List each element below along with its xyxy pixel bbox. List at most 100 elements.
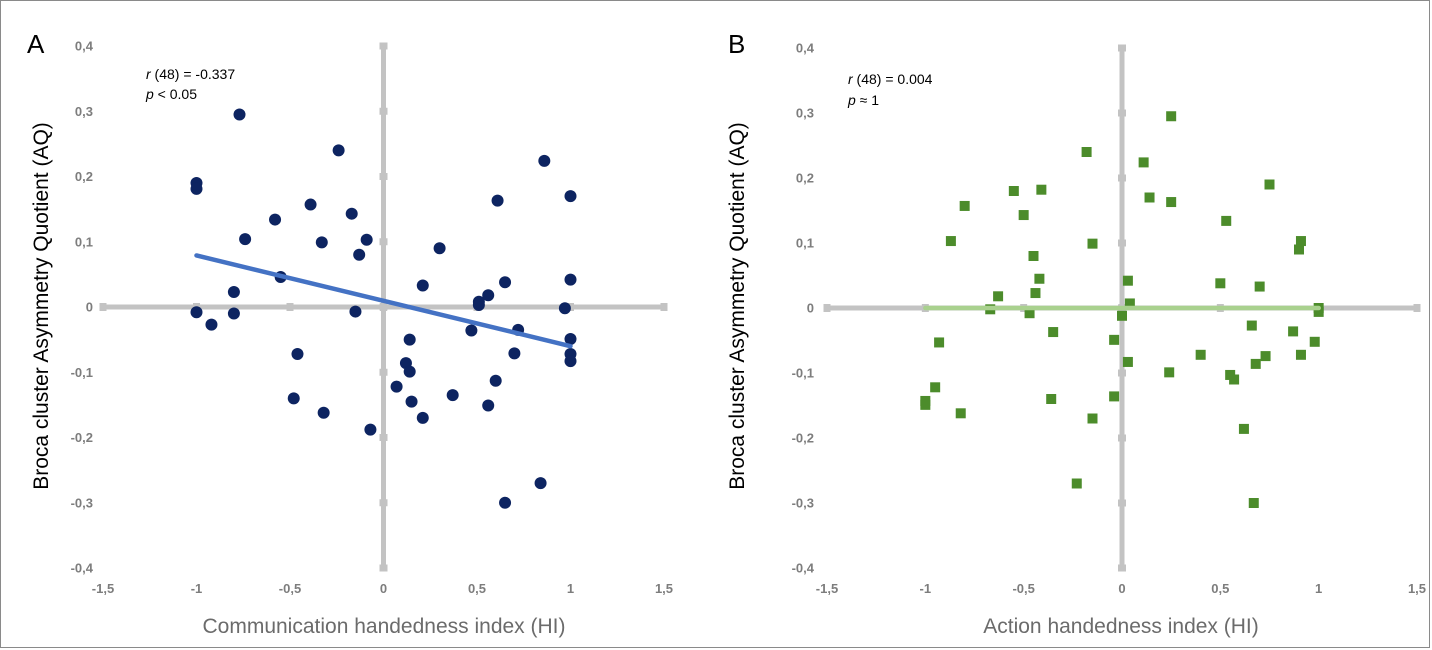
data-point	[1294, 244, 1304, 255]
x-tick-label: -1	[920, 581, 932, 596]
data-point	[508, 347, 521, 360]
data-point	[1309, 336, 1320, 347]
y-tick-mark	[379, 434, 388, 441]
x-tick-label: 1,5	[1408, 581, 1426, 596]
data-point	[564, 355, 577, 368]
data-point	[1254, 281, 1265, 292]
data-point	[1109, 334, 1120, 345]
data-point	[993, 291, 1004, 302]
x-axis-label-b: Action handedness index (HI)	[983, 615, 1259, 638]
x-tick-label: -0,5	[279, 581, 301, 596]
y-axis-label-b: Broca cluster Asymmetry Quotient (AQ)	[726, 122, 749, 490]
data-point	[1122, 275, 1133, 286]
data-point	[332, 144, 345, 157]
data-point	[920, 399, 931, 410]
y-tick-mark	[379, 107, 388, 115]
x-tick-mark	[1413, 304, 1421, 312]
stat-p-value-a: < 0.05	[154, 86, 197, 102]
stat-p-value-b: ≈ 1	[856, 92, 879, 108]
y-tick-label: -0,3	[792, 496, 814, 511]
stat-r-value-b: (48) = 0.004	[853, 71, 933, 87]
y-tick-label: -0,2	[71, 430, 93, 445]
data-point	[1124, 298, 1135, 309]
y-tick-label: 0,4	[75, 39, 94, 54]
y-tick-label: 0	[807, 301, 814, 316]
data-point	[1071, 478, 1082, 489]
stat-r-value-a: (48) = -0.337	[151, 66, 236, 82]
data-point	[1117, 310, 1127, 321]
data-point	[472, 299, 485, 312]
data-point	[416, 411, 429, 424]
data-point	[1034, 273, 1045, 284]
data-point	[360, 233, 373, 246]
data-point	[1087, 238, 1098, 249]
y-tick-mark	[1118, 564, 1126, 572]
data-point	[205, 318, 218, 331]
data-point	[239, 233, 252, 246]
stat-r-b: r (48) = 0.004	[848, 71, 933, 87]
data-point	[1264, 179, 1275, 190]
data-point	[315, 236, 328, 249]
data-point	[403, 333, 416, 346]
data-point	[227, 307, 240, 320]
panel-letter-b: B	[728, 29, 745, 59]
y-tick-mark	[1118, 499, 1126, 507]
x-tick-label: -1,5	[92, 581, 114, 596]
data-point	[1248, 498, 1259, 508]
data-point	[1030, 288, 1041, 299]
y-tick-label: 0,2	[796, 171, 814, 186]
trend-line	[194, 253, 573, 349]
stat-p-symbol-b: p	[847, 92, 856, 108]
data-point	[1081, 147, 1092, 157]
x-tick-label: 1	[567, 581, 574, 596]
data-point	[1221, 215, 1232, 226]
data-point	[1164, 367, 1175, 378]
data-point	[1246, 320, 1257, 331]
y-tick-label: 0,4	[796, 41, 815, 56]
y-tick-mark	[379, 42, 388, 50]
y-tick-label: -0,3	[71, 495, 93, 510]
y-tick-mark	[1118, 239, 1126, 247]
data-point	[564, 273, 577, 286]
data-point	[446, 389, 459, 402]
data-point	[1288, 326, 1299, 337]
data-point	[1048, 327, 1059, 338]
x-tick-label: 1,5	[655, 581, 673, 596]
data-point	[353, 248, 366, 261]
data-point	[1109, 391, 1120, 402]
y-tick-mark	[1118, 44, 1126, 52]
y-tick-label: 0	[86, 300, 93, 315]
x-tick-mark	[823, 304, 831, 312]
data-point	[499, 496, 512, 509]
scatter-panel-b: -1,5 -1 -0,5 0 0,5 1 1,5 -0,4 -0,3 -0,2 -0,1 0 0,1 0,…	[792, 41, 1426, 597]
stat-r-symbol-b: r	[848, 71, 854, 87]
data-point	[959, 200, 970, 211]
data-point	[364, 423, 377, 436]
y-tick-mark	[379, 368, 388, 376]
data-point	[1046, 394, 1057, 404]
y-tick-label: 0,3	[796, 106, 814, 121]
stat-p-a: p < 0.05	[145, 86, 197, 102]
data-point	[390, 380, 403, 393]
x-tick-mark	[660, 303, 668, 311]
data-point	[955, 408, 966, 419]
stat-p-b: p ≈ 1	[847, 92, 879, 108]
data-point	[1036, 184, 1047, 195]
data-point	[538, 154, 551, 167]
x-tick-label: 1	[1315, 581, 1322, 596]
data-point	[482, 399, 495, 412]
x-tick-label: -1,5	[816, 581, 838, 596]
data-point	[489, 374, 502, 387]
data-point	[269, 213, 282, 226]
data-point	[930, 382, 941, 393]
y-tick-mark	[379, 303, 388, 311]
data-point	[1028, 251, 1039, 261]
y-tick-label: 0,3	[75, 104, 93, 119]
y-axis-label-a: Broca cluster Asymmetry Quotient (AQ)	[30, 122, 53, 490]
x-tick-label: -0,5	[1012, 581, 1034, 596]
y-tick-mark	[1118, 174, 1126, 182]
y-tick-label: -0,4	[71, 561, 94, 576]
data-point	[1313, 306, 1324, 317]
x-tick-label: -1	[191, 581, 203, 596]
y-tick-mark	[379, 564, 388, 572]
